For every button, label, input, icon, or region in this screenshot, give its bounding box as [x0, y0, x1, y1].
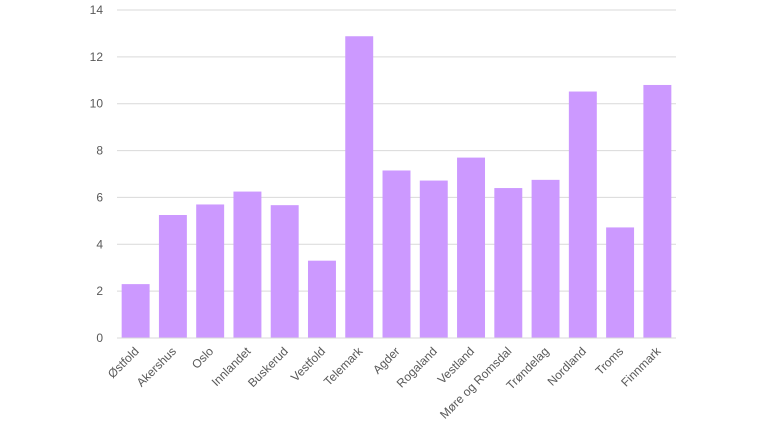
bar: [233, 191, 262, 338]
x-tick-label: Agder: [370, 344, 403, 377]
bar: [457, 157, 486, 338]
x-tick-label: Østfold: [105, 344, 142, 381]
x-tick-label: Buskerud: [245, 344, 291, 390]
bar: [531, 179, 560, 338]
bar: [382, 170, 411, 338]
bar: [606, 227, 635, 338]
bar: [345, 36, 374, 339]
bar: [307, 260, 336, 338]
x-tick-label: Rogaland: [394, 344, 440, 390]
x-tick-label: Akershus: [134, 344, 179, 389]
x-tick-label: Finnmark: [618, 344, 664, 390]
x-tick-label: Oslo: [189, 344, 217, 372]
y-tick-label: 4: [96, 237, 103, 251]
y-tick-label: 6: [96, 190, 103, 204]
y-tick-label: 8: [96, 144, 103, 158]
y-tick-label: 14: [90, 3, 104, 17]
y-tick-label: 0: [96, 331, 103, 345]
y-tick-label: 2: [96, 284, 103, 298]
y-tick-label: 12: [90, 50, 104, 64]
bar: [158, 215, 187, 338]
y-axis-ticks: 0 2 4 6 8 10 12 14: [90, 3, 104, 345]
bar: [270, 205, 299, 338]
bars: [121, 36, 672, 339]
y-tick-label: 10: [90, 97, 104, 111]
bar: [196, 204, 225, 338]
x-tick-label: Nordland: [545, 344, 589, 388]
bar: [419, 180, 448, 338]
bar: [121, 284, 150, 338]
x-tick-label: Telemark: [321, 344, 366, 389]
bar: [494, 188, 523, 338]
x-tick-label: Troms: [593, 344, 627, 378]
bar: [643, 84, 672, 338]
bar: [568, 91, 597, 338]
